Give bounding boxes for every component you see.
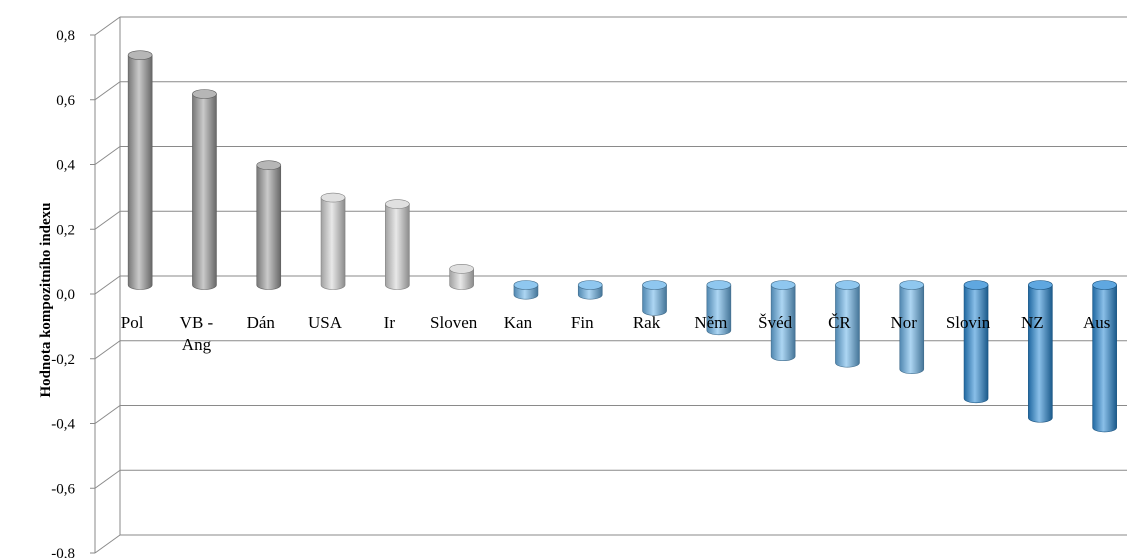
bar bbox=[642, 280, 667, 316]
y-tick-label: 0,6 bbox=[56, 93, 75, 109]
gridline-depth bbox=[94, 81, 121, 101]
y-tick-label: -0,2 bbox=[51, 352, 75, 368]
bar-cap bbox=[1028, 280, 1053, 290]
category-label: ČR bbox=[828, 313, 851, 332]
category-label: Rak bbox=[633, 313, 661, 332]
bar-cap bbox=[706, 280, 732, 290]
bar-cap bbox=[770, 280, 796, 290]
gridline-depth bbox=[94, 469, 121, 489]
bar-cap bbox=[1092, 280, 1117, 290]
bar-body bbox=[770, 284, 796, 362]
y-tick-label: -0,6 bbox=[51, 481, 75, 497]
bar bbox=[1028, 280, 1053, 423]
bar-body bbox=[963, 284, 989, 404]
bars bbox=[127, 50, 1117, 433]
bar bbox=[127, 50, 153, 290]
bar-cap bbox=[577, 280, 603, 290]
bar-body bbox=[449, 268, 474, 290]
y-tick-label: 0,2 bbox=[56, 222, 75, 238]
bar bbox=[192, 89, 217, 290]
category-label: Aus bbox=[1083, 313, 1110, 332]
gridline-depth bbox=[94, 275, 121, 295]
gridline-depth bbox=[94, 534, 121, 554]
bar-cap bbox=[320, 192, 346, 203]
category-label: Kan bbox=[504, 313, 533, 332]
bar-cap bbox=[127, 50, 153, 60]
bar-body bbox=[1028, 284, 1053, 423]
bar bbox=[770, 280, 796, 362]
category-label: Sloven bbox=[430, 313, 478, 332]
gridline-depth bbox=[94, 405, 121, 424]
bar bbox=[256, 160, 282, 290]
gridline-depth bbox=[94, 210, 121, 230]
bar-body bbox=[642, 284, 667, 316]
bar bbox=[899, 280, 925, 374]
bar-body bbox=[256, 164, 282, 290]
bar-cap bbox=[513, 280, 539, 290]
category-label: Dán bbox=[247, 313, 276, 332]
category-labels: Pol VB -Ang Dán USA Ir Sloven Kan Fin Rak Něm Švéd… bbox=[121, 313, 1111, 354]
bar-cap bbox=[899, 280, 925, 290]
bar-body bbox=[1092, 284, 1117, 433]
gridlines bbox=[94, 16, 1127, 554]
y-axis: 0,8 0,6 0,4 0,2 0,0 -0,2 -0,4 -0,6 -0,8 bbox=[51, 28, 95, 558]
bar-body bbox=[385, 203, 410, 290]
gridline-depth bbox=[94, 340, 121, 360]
y-tick-label: -0,4 bbox=[51, 417, 75, 433]
category-label: Slovin bbox=[946, 313, 991, 332]
category-label: Něm bbox=[694, 313, 727, 332]
bar-cap bbox=[835, 280, 860, 290]
gridline-depth bbox=[94, 16, 121, 36]
category-label: NZ bbox=[1021, 313, 1044, 332]
bar bbox=[385, 199, 410, 290]
y-tick-label: 0,8 bbox=[56, 28, 75, 44]
bar bbox=[577, 280, 603, 300]
gridline-depth bbox=[94, 146, 121, 165]
bar-cap bbox=[642, 280, 667, 290]
bar-body bbox=[835, 284, 860, 368]
bar-cap bbox=[449, 264, 474, 274]
y-tick-label: 0,0 bbox=[56, 287, 75, 303]
category-label: Švéd bbox=[758, 313, 793, 332]
category-label: USA bbox=[308, 313, 343, 332]
bar bbox=[1092, 280, 1117, 433]
category-label: VB -Ang bbox=[180, 313, 214, 354]
y-axis-title: Hodnota kompozitního indexu bbox=[38, 202, 54, 397]
bar-body bbox=[127, 54, 153, 290]
bar bbox=[835, 280, 860, 368]
bar bbox=[706, 280, 732, 336]
bar-cap bbox=[385, 199, 410, 209]
y-tick-label: 0,4 bbox=[56, 158, 75, 174]
category-label: Ir bbox=[384, 313, 396, 332]
bar bbox=[320, 192, 346, 290]
bar-cap bbox=[963, 280, 989, 290]
category-label: Nor bbox=[891, 313, 918, 332]
bar-body bbox=[706, 284, 732, 336]
bar-body bbox=[899, 284, 925, 374]
bar bbox=[449, 264, 474, 290]
bar-body bbox=[192, 93, 217, 290]
y-tick-label: -0,8 bbox=[51, 546, 75, 558]
bar-body bbox=[320, 197, 346, 290]
bar-cap bbox=[192, 89, 217, 99]
category-label: Pol bbox=[121, 313, 144, 332]
bar bbox=[963, 280, 989, 404]
bar-cap bbox=[256, 160, 282, 171]
bar bbox=[513, 280, 539, 300]
category-label: Fin bbox=[571, 313, 594, 332]
